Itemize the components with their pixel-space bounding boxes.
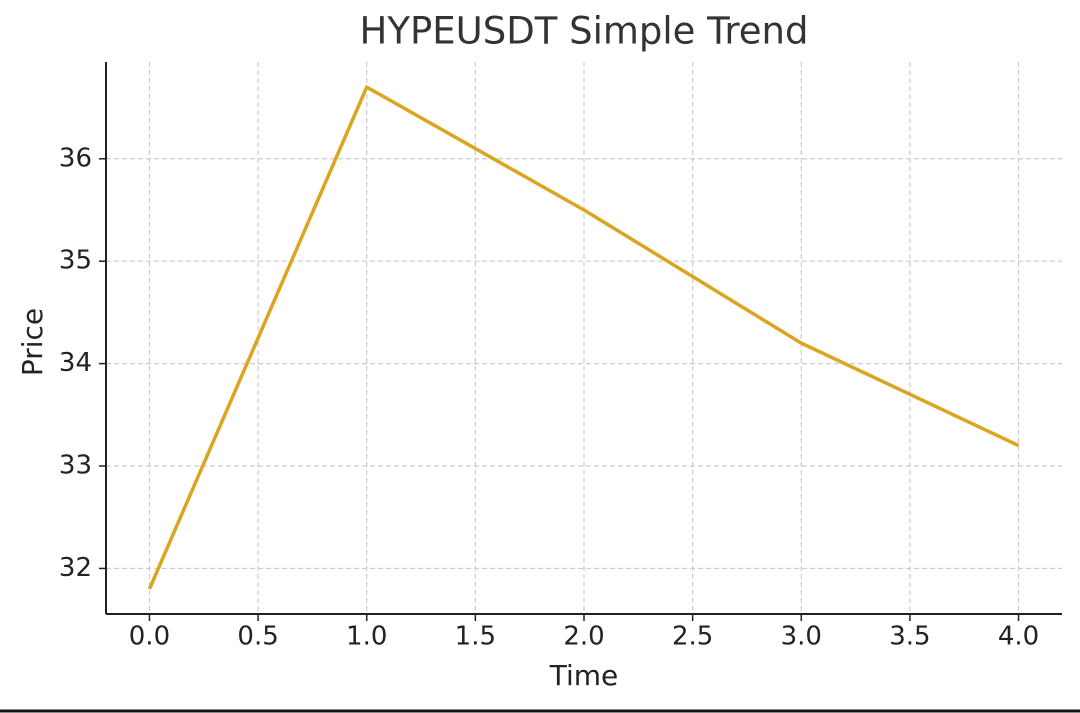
x-tick-label: 0.5 xyxy=(237,622,278,652)
line xyxy=(147,85,1020,590)
x-tick-label: 2.5 xyxy=(672,622,713,652)
y-tick-label: 33 xyxy=(59,451,92,481)
x-tick-label: 4.0 xyxy=(998,622,1039,652)
x-axis-label: Time xyxy=(549,659,619,692)
y-tick-label: 35 xyxy=(59,246,92,276)
x-tick-label: 2.0 xyxy=(563,622,604,652)
y-tick-label: 36 xyxy=(59,143,92,173)
x-tick-label: 0.0 xyxy=(129,622,170,652)
y-axis-label: Price xyxy=(16,308,49,376)
x-tick-label: 1.5 xyxy=(455,622,496,652)
y-tick-label: 32 xyxy=(59,553,92,583)
x-tick-label: 3.0 xyxy=(781,622,822,652)
x-tick-label: 1.0 xyxy=(346,622,387,652)
chart-title: HYPEUSDT Simple Trend xyxy=(360,10,809,53)
x-tick-label: 3.5 xyxy=(889,622,930,652)
y-tick-label: 34 xyxy=(59,348,92,378)
